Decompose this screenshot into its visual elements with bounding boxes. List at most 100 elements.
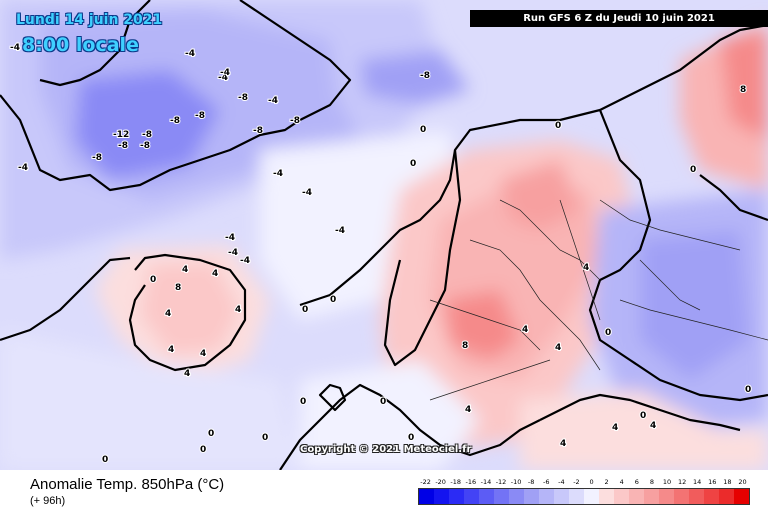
contour-label: 4 [165,309,171,319]
legend-swatch [584,489,599,504]
legend-swatch [659,489,674,504]
contour-label: 4 [168,345,174,355]
legend-swatches [418,488,750,505]
legend-tick-label: 20 [738,478,747,486]
contour-labels: -12 -8 -8 -8 -8 -8 -8 -8 -8 -8 -8 -4 -4 … [9,42,752,466]
contour-label: 8 [175,283,181,293]
legend-tick-label: 4 [619,478,624,486]
contour-label: 0 [200,445,206,455]
contour-label: 0 [150,275,156,285]
legend-tick-label: -18 [450,478,462,486]
legend-tick-label: -6 [543,478,550,486]
legend-swatch [464,489,479,504]
legend-swatch [644,489,659,504]
legend-swatch [434,489,449,504]
legend-swatch [569,489,584,504]
run-info-banner: Run GFS 6 Z du Jeudi 10 juin 2021 [470,10,768,27]
legend-swatch [494,489,509,504]
contour-label: -4 [218,73,228,83]
contour-label: 0 [690,165,696,175]
contour-label: 4 [465,405,471,415]
legend-tick-label: 14 [693,478,702,486]
contour-label: -8 [195,111,205,121]
legend-swatch [509,489,524,504]
legend-tick-label: -22 [420,478,431,486]
forecast-time: 8:00 locale [22,34,139,56]
legend-swatch [554,489,569,504]
contour-label: 0 [102,455,108,465]
contour-label: 0 [745,385,751,395]
contour-label: -4 [10,43,20,53]
contour-label: 0 [330,295,336,305]
legend-swatch [674,489,689,504]
contour-label: 4 [522,325,528,335]
legend-tick-label: 12 [677,478,687,486]
contour-label: 0 [380,397,386,407]
legend-tick-label: 8 [649,478,654,486]
contour-label: -8 [140,141,150,151]
legend-tick-label: -10 [510,478,522,486]
contour-label: -8 [170,116,180,126]
contour-label: 4 [650,421,656,431]
contour-label: -4 [268,96,278,106]
legend-swatch [704,489,719,504]
legend-tick-label: -12 [495,478,507,486]
contour-label: -4 [335,226,345,236]
contour-label: 0 [208,429,214,439]
legend-tick-label: 6 [634,478,639,486]
contour-label: -4 [302,188,312,198]
legend-swatch [419,489,434,504]
contour-label: 0 [555,121,561,131]
contour-label: -8 [253,126,263,136]
contour-label: 4 [612,423,618,433]
contour-label: 0 [410,159,416,169]
legend-swatch [629,489,644,504]
legend-tick-label: -14 [480,478,492,486]
contour-label: -8 [290,116,300,126]
contour-label: 4 [555,343,561,353]
contour-label: -4 [228,248,238,258]
legend-tick-label: 10 [662,478,672,486]
contour-label: -4 [273,169,283,179]
legend-swatch [599,489,614,504]
contour-label: 0 [300,397,306,407]
contour-label: 0 [262,433,268,443]
color-legend: -22 -20 -18 -16 -14 -12 -10 -8 -6 -4 -2 0 2 4 6 8 10 12 14… [410,478,750,510]
field-title: Anomalie Temp. 850hPa (°C) [30,476,225,493]
contour-label: 4 [583,263,589,273]
contour-label: 0 [605,328,611,338]
contour-label: -4 [185,49,195,59]
contour-label: 8 [462,341,468,351]
contour-label: 4 [184,369,190,379]
temperature-anomaly-map: -12 -8 -8 -8 -8 -8 -8 -8 -8 -8 -8 -4 -4 … [0,0,768,470]
legend-swatch [524,489,539,504]
contour-label: 4 [560,439,566,449]
contour-label: 4 [182,265,188,275]
legend-swatch [689,489,704,504]
legend-tick-label: 0 [589,478,594,486]
legend-tick-label: -4 [558,478,565,486]
contour-label: -12 [113,130,129,140]
legend-swatch [734,489,749,504]
contour-label: -8 [238,93,248,103]
anomaly-field [0,0,768,470]
legend-tick-label: 2 [604,478,609,486]
contour-label: 0 [302,305,308,315]
contour-label: -4 [240,256,250,266]
legend-tick-label: -20 [435,478,446,486]
contour-label: 0 [640,411,646,421]
contour-label: -4 [220,68,230,78]
coastlines [0,0,768,470]
contour-label: 4 [235,305,241,315]
contour-label: 0 [408,433,414,443]
contour-label: -8 [142,130,152,140]
contour-label: 4 [212,269,218,279]
contour-label: -8 [420,71,430,81]
contour-label: 4 [200,349,206,359]
contour-label: 0 [420,125,426,135]
legend-swatch [479,489,494,504]
legend-tick-label: 16 [708,478,717,486]
contour-label: -4 [225,233,235,243]
footer-bar: Anomalie Temp. 850hPa (°C) (+ 96h) -22 -2… [0,470,768,512]
